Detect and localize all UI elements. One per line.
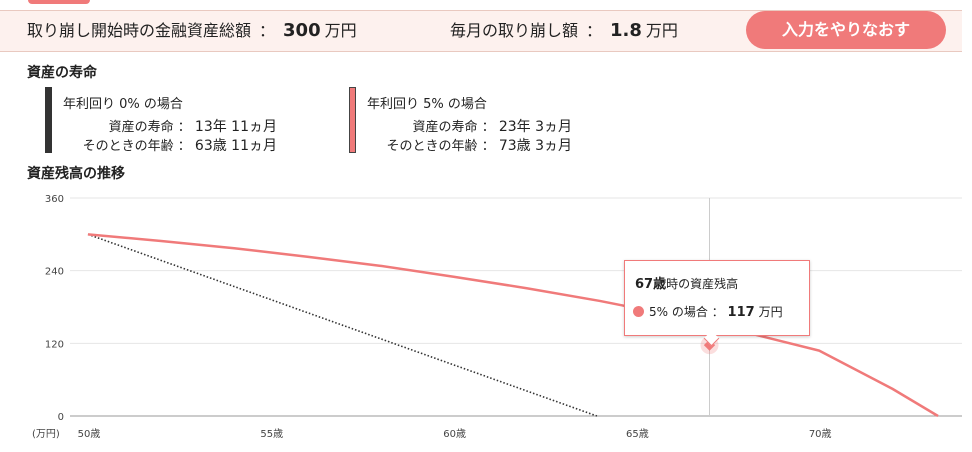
tooltip-value: 117: [727, 305, 755, 320]
scenario-color-bar: [45, 87, 52, 153]
series-line-5-percent: [87, 233, 939, 418]
scenario-heading-suffix: の場合: [143, 97, 183, 112]
scenario-heading: 年利回り 0% の場合: [63, 93, 183, 112]
y-unit-label: (万円): [32, 429, 60, 440]
tooltip-unit: 万円: [758, 305, 783, 319]
tooltip-colon: ：: [711, 305, 724, 319]
age-value: 73歳 3ヵ月: [498, 138, 572, 154]
y-tick-label: 240: [45, 267, 64, 278]
scenario-rate: 5%: [423, 97, 444, 112]
monthly-withdrawal-unit: 万円: [645, 21, 678, 40]
scenario-color-bar: [349, 87, 356, 153]
scenario-age-row: そのときの年齢 ： 63歳 11ヵ月: [82, 138, 277, 154]
tooltip-title: 67歳時の資産残高: [635, 273, 738, 292]
initial-assets-summary: 取り崩し開始時の金融資産総額 ： 300 万円: [27, 11, 357, 51]
age-label: そのときの年齢: [386, 139, 478, 154]
top-tab-indicator: [28, 0, 90, 4]
y-tick-label: 120: [45, 339, 64, 350]
monthly-withdrawal-value: 1.8: [610, 20, 642, 41]
monthly-withdrawal-colon: ：: [586, 21, 603, 40]
lifespan-value: 23年 3ヵ月: [498, 119, 572, 135]
lifespan-label: 資産の寿命: [412, 120, 478, 135]
tooltip-title-suffix: 時の資産残高: [666, 277, 739, 291]
chart-tooltip: 67歳時の資産残高 5% の場合 ： 117 万円: [624, 260, 810, 336]
lifespan-section-title: 資産の寿命: [27, 65, 97, 81]
initial-assets-value: 300: [283, 20, 321, 41]
scenario-lifespan-row: 資産の寿命 ： 13年 11ヵ月: [108, 119, 277, 135]
initial-assets-unit: 万円: [324, 21, 357, 40]
x-tick-label: 65歳: [626, 428, 649, 440]
balance-chart-svg: 0 120 240 360 (万円) 50歳 55歳 60歳 65歳 70歳: [32, 194, 962, 440]
balance-chart: 0 120 240 360 (万円) 50歳 55歳 60歳 65歳 70歳: [0, 186, 972, 448]
scenario-age-row: そのときの年齢 ： 73歳 3ヵ月: [386, 138, 572, 154]
scenario-rate: 0%: [119, 97, 140, 112]
lifespan-value: 13年 11ヵ月: [194, 119, 277, 135]
initial-assets-label: 取り崩し開始時の金融資産総額: [27, 21, 252, 40]
scenario-lifespan-row: 資産の寿命 ： 23年 3ヵ月: [412, 119, 572, 135]
y-tick-label: 0: [58, 412, 64, 423]
initial-assets-colon: ：: [259, 21, 276, 40]
age-value: 63歳 11ヵ月: [194, 138, 277, 154]
scenario-0-percent: 年利回り 0% の場合 資産の寿命 ： 13年 11ヵ月 そのときの年齢 ： 6…: [45, 87, 305, 154]
scenario-heading: 年利回り 5% の場合: [367, 93, 487, 112]
chart-section-title: 資産残高の推移: [27, 166, 125, 182]
lifespan-label: 資産の寿命: [108, 120, 174, 135]
scenario-heading-prefix: 年利回り: [367, 97, 420, 112]
x-tick-label: 50歳: [78, 428, 101, 440]
scenario-5-percent: 年利回り 5% の場合 資産の寿命 ： 23年 3ヵ月 そのときの年齢 ： 73…: [349, 87, 609, 154]
x-tick-label: 70歳: [809, 428, 832, 440]
monthly-withdrawal-summary: 毎月の取り崩し額 ： 1.8 万円: [450, 11, 678, 51]
series-line-0-percent: [87, 233, 598, 417]
x-tick-label: 55歳: [260, 428, 283, 440]
scenario-heading-prefix: 年利回り: [63, 97, 116, 112]
tooltip-row: 5% の場合 ： 117 万円: [633, 303, 783, 320]
tooltip-series-dot: [633, 306, 644, 317]
monthly-withdrawal-label: 毎月の取り崩し額: [450, 21, 579, 40]
tooltip-age: 67歳: [635, 277, 667, 292]
scenario-heading-suffix: の場合: [447, 97, 487, 112]
y-tick-label: 360: [45, 194, 64, 205]
x-tick-label: 60歳: [443, 428, 466, 440]
redo-input-button[interactable]: 入力をやりなおす: [746, 11, 946, 49]
tooltip-series-label: 5% の場合: [649, 305, 708, 319]
age-label: そのときの年齢: [82, 139, 174, 154]
